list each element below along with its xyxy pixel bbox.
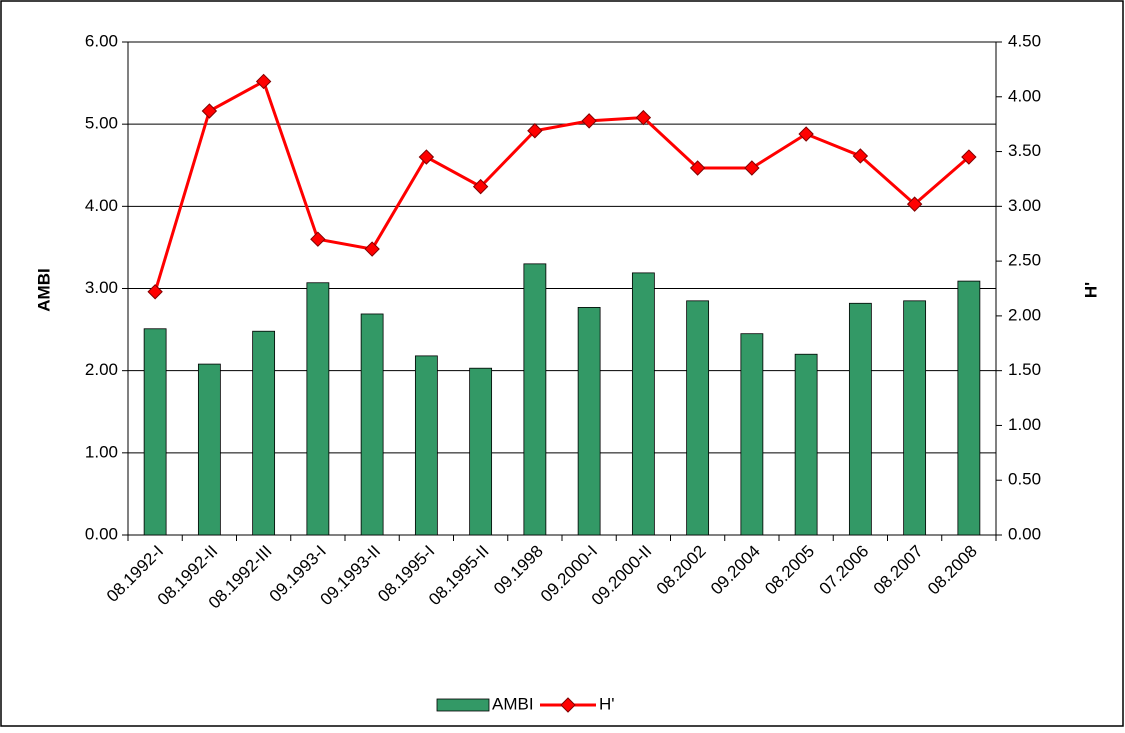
legend-swatch: [436, 698, 490, 712]
legend-label: AMBI: [492, 694, 534, 713]
marker: [852, 148, 869, 164]
bar: [794, 353, 818, 536]
y-tick-label: 2.00: [85, 360, 118, 379]
y-tick-label: 1.00: [85, 442, 118, 461]
y2-tick-label: 0.00: [1008, 524, 1041, 543]
bar: [957, 280, 981, 536]
marker: [364, 241, 380, 257]
bar: [903, 300, 927, 536]
line: [153, 79, 970, 293]
marker: [906, 196, 923, 212]
y-tick-label: 3.00: [85, 278, 118, 297]
marker: [527, 123, 543, 139]
bar: [469, 367, 493, 536]
legend-label: H': [599, 694, 615, 713]
y2-tick-label: 4.50: [1008, 31, 1041, 50]
y2-tick-label: 1.50: [1008, 360, 1041, 379]
bar: [143, 328, 167, 536]
y2-tick-label: 2.00: [1008, 305, 1041, 324]
marker: [255, 73, 272, 90]
bar: [740, 333, 764, 536]
marker: [581, 113, 597, 129]
marker: [961, 149, 977, 165]
y2-tick-label: 2.50: [1008, 251, 1041, 270]
bar: [252, 330, 276, 536]
bar: [577, 306, 601, 536]
marker: [201, 103, 218, 119]
bar: [360, 313, 384, 536]
y2-tick-label: 3.00: [1008, 196, 1041, 215]
y-tick-label: 0.00: [85, 524, 118, 543]
y2-tick-label: 3.50: [1008, 141, 1041, 160]
bar: [523, 263, 547, 536]
y2-tick-label: 1.00: [1008, 415, 1041, 434]
marker: [689, 160, 706, 176]
bar: [848, 302, 872, 536]
y-tick-label: 5.00: [85, 114, 118, 133]
y2-axis-title: H': [1081, 282, 1100, 298]
marker: [635, 109, 652, 126]
bar: [631, 272, 655, 536]
marker: [147, 284, 163, 300]
y-axis-title: AMBI: [34, 268, 53, 311]
y2-tick-label: 0.50: [1008, 470, 1041, 489]
bar: [197, 363, 221, 536]
bar: [414, 355, 438, 536]
y2-tick-label: 4.00: [1008, 86, 1041, 105]
y-tick-label: 4.00: [85, 196, 118, 215]
marker: [744, 160, 760, 176]
legend-marker: [560, 697, 576, 713]
bar: [306, 282, 330, 536]
y-tick-label: 6.00: [85, 31, 118, 50]
marker: [310, 231, 326, 247]
bar: [686, 300, 710, 536]
marker: [418, 149, 435, 165]
marker: [798, 126, 814, 142]
marker: [472, 178, 489, 195]
